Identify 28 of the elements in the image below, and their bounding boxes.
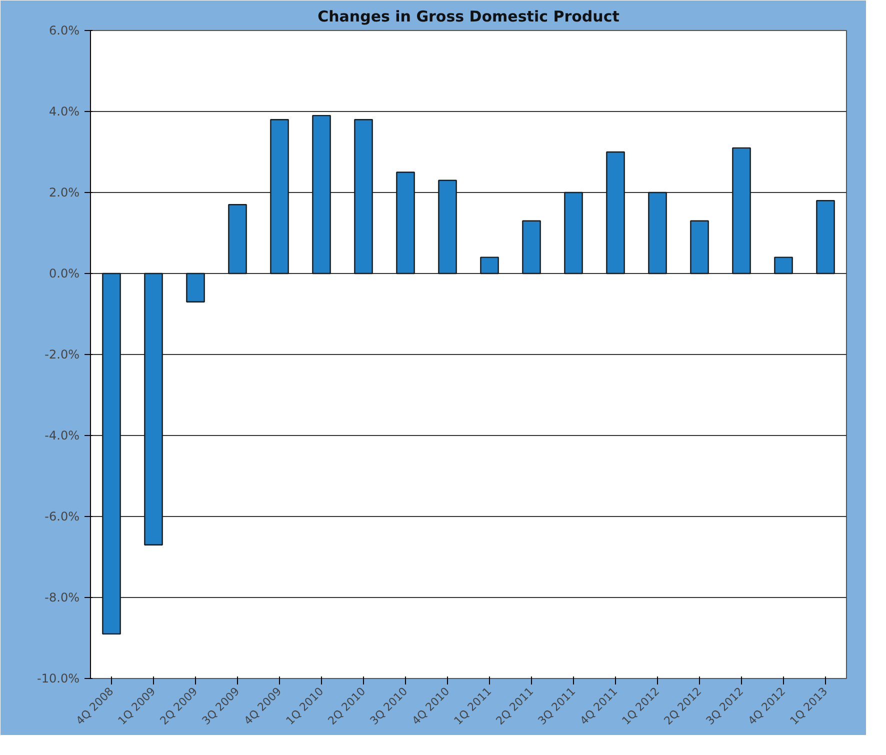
bar bbox=[354, 119, 373, 274]
y-tick-label: -8.0% bbox=[44, 590, 80, 604]
bar bbox=[606, 151, 625, 274]
bar bbox=[144, 272, 163, 546]
bar bbox=[564, 192, 583, 274]
bar bbox=[816, 200, 835, 274]
bar bbox=[186, 272, 205, 302]
y-tick-label: 6.0% bbox=[49, 24, 80, 38]
bar bbox=[648, 192, 667, 274]
y-tick-label: -10.0% bbox=[37, 672, 80, 686]
y-tick-label: 2.0% bbox=[49, 186, 80, 200]
bar bbox=[480, 256, 499, 274]
y-tick-label: 4.0% bbox=[49, 104, 80, 118]
y-tick-label: 0.0% bbox=[49, 266, 80, 280]
bar bbox=[438, 180, 457, 274]
bar bbox=[312, 114, 331, 274]
bar bbox=[732, 147, 751, 274]
y-tick-label: -4.0% bbox=[44, 428, 80, 442]
bar bbox=[690, 220, 709, 274]
bar bbox=[774, 256, 793, 274]
bar bbox=[102, 272, 121, 635]
bar bbox=[522, 220, 541, 274]
bar bbox=[228, 204, 247, 274]
y-tick-label: -6.0% bbox=[44, 510, 80, 524]
bar bbox=[270, 119, 289, 274]
y-tick-label: -2.0% bbox=[44, 348, 80, 362]
bar bbox=[396, 172, 415, 274]
chart-title: Changes in Gross Domestic Product bbox=[318, 8, 620, 26]
